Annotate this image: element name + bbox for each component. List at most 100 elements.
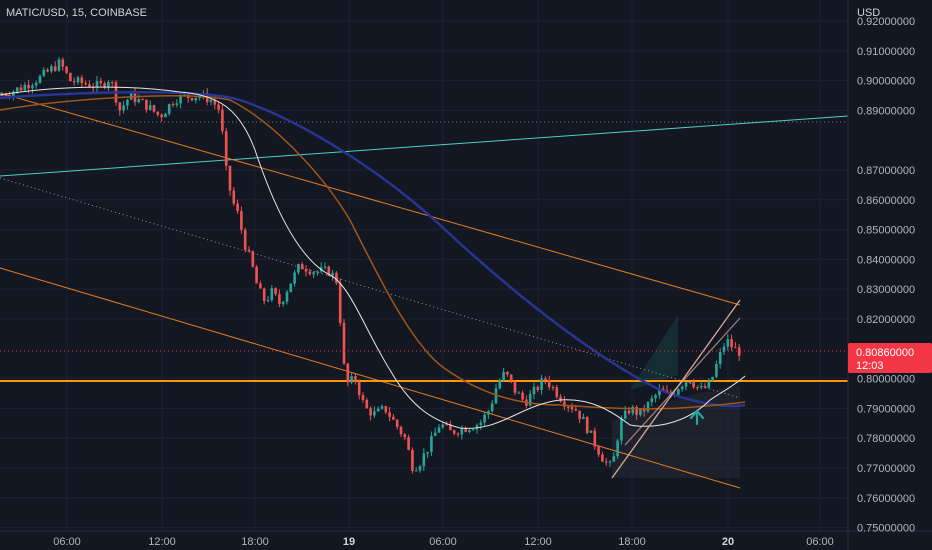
candle-body-up	[164, 113, 167, 118]
candle-body-down	[217, 104, 220, 110]
candle-body-up	[646, 402, 650, 412]
candle-body-up	[433, 432, 437, 437]
candle-body-up	[57, 59, 61, 71]
candle-body-up	[612, 456, 616, 462]
candle-body-up	[350, 376, 353, 383]
candle-body-down	[221, 109, 224, 132]
candle-body-down	[99, 81, 103, 84]
candle-body-down	[601, 454, 604, 462]
time-axis-label: 06:00	[429, 536, 457, 548]
grid-lines	[0, 0, 848, 531]
candle-body-down	[555, 387, 559, 397]
candle-body-down	[737, 347, 741, 356]
candle-body-up	[650, 398, 654, 403]
candle-body-down	[696, 387, 699, 389]
candle-body-down	[19, 87, 23, 91]
candle-body-up	[426, 451, 429, 454]
candle-body-up	[677, 389, 680, 395]
candle-body-up	[498, 380, 502, 389]
candle-body-up	[582, 417, 585, 420]
candle-body-up	[38, 75, 42, 83]
candle-body-down	[388, 412, 391, 417]
candle-body-down	[338, 283, 342, 323]
candle-body-down	[274, 288, 277, 295]
time-axis-label: 18:00	[618, 536, 646, 548]
candle-body-down	[449, 424, 452, 431]
candle-body-down	[354, 376, 357, 382]
candle-body-up	[209, 99, 213, 102]
candle-body-up	[15, 87, 19, 92]
candle-body-down	[308, 271, 312, 275]
candle-body-up	[623, 410, 627, 419]
current-price-countdown: 12:03	[856, 360, 884, 372]
price-axis-label: 0.85000000	[857, 225, 915, 237]
candle-body-down	[262, 288, 266, 301]
candle-body-up	[270, 288, 274, 301]
candle-body-up	[194, 97, 198, 101]
candle-body-down	[357, 381, 361, 396]
price-axis-label: 0.87000000	[857, 165, 915, 177]
candle-body-down	[536, 386, 540, 391]
candle-body-down	[247, 249, 251, 252]
candle-body-up	[312, 272, 315, 275]
candle-body-down	[240, 211, 243, 230]
ema-slow-line	[0, 91, 746, 408]
candle-body-up	[502, 371, 505, 381]
candle-body-down	[456, 433, 460, 435]
candle-body-down	[278, 294, 281, 305]
candle-body-down	[171, 104, 175, 106]
ema-fast-line	[0, 86, 746, 429]
candle-body-up	[471, 429, 475, 431]
candle-body-down	[251, 251, 255, 267]
time-axis-label: 06:00	[53, 536, 81, 548]
candle-body-up	[468, 430, 471, 432]
candle-body-up	[107, 82, 110, 88]
candle-body-down	[411, 449, 414, 471]
time-axis[interactable]: 06:00 12:00 18:00 19 06:00 12:00 18:00 20 06:00	[53, 536, 834, 548]
candle-body-up	[289, 283, 293, 293]
candle-body-up	[418, 466, 422, 471]
candle-body-down	[335, 272, 338, 284]
candle-body-up	[715, 364, 718, 377]
candle-body-up	[487, 411, 490, 415]
candle-body-down	[642, 409, 646, 412]
candle-body-down	[327, 266, 331, 276]
candle-body-up	[281, 301, 285, 305]
symbol-title: MATIC/USD, 15, COINBASE	[6, 7, 147, 19]
candle-body-down	[160, 114, 163, 118]
candle-body-up	[483, 414, 486, 423]
price-axis-label: 0.77000000	[857, 463, 915, 475]
candle-body-down	[69, 72, 72, 82]
price-axis-label: 0.91000000	[857, 46, 915, 58]
candle-body-down	[369, 408, 372, 416]
candle-body-down	[361, 395, 365, 400]
candle-body-down	[604, 461, 608, 463]
candle-body-up	[479, 422, 483, 426]
candle-body-up	[31, 85, 34, 89]
candle-body-down	[403, 434, 407, 438]
candle-body-down	[395, 419, 399, 427]
candle-body-down	[259, 283, 262, 289]
candle-body-up	[126, 99, 129, 106]
candle-body-down	[563, 401, 566, 407]
candle-body-down	[384, 406, 388, 413]
candle-body-up	[23, 84, 27, 91]
candle-body-down	[703, 386, 707, 388]
up-arrow-icon	[689, 409, 705, 426]
candle-body-up	[316, 271, 319, 273]
candle-body-up	[654, 395, 657, 399]
candle-body-down	[627, 410, 631, 414]
price-axis[interactable]: 0.92000000 0.91000000 0.90000000 0.89000000…	[857, 16, 915, 535]
candle-body-down	[464, 428, 467, 432]
rising-channel-lower	[624, 317, 741, 446]
current-price-value: 0.80860000	[856, 347, 914, 359]
candle-body-up	[699, 386, 703, 388]
candle-body-down	[91, 87, 95, 89]
candle-body-down	[243, 229, 247, 250]
price-axis-label: 0.92000000	[857, 16, 915, 28]
candle-body-down	[445, 424, 448, 426]
candle-body-down	[4, 94, 8, 97]
candle-body-down	[661, 388, 665, 391]
